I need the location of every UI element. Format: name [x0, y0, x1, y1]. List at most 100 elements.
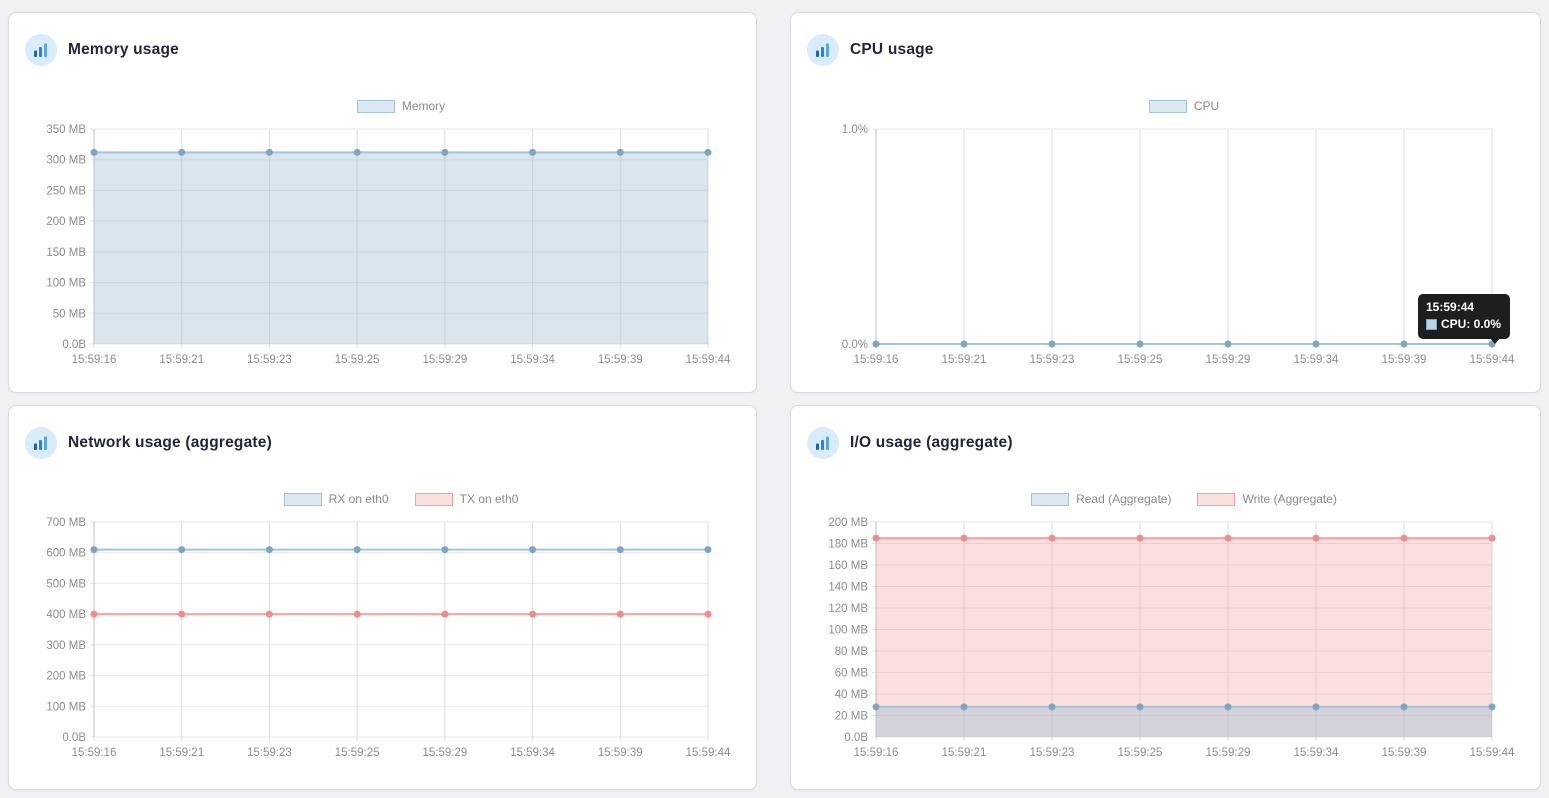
data-point[interactable]: [90, 148, 98, 156]
data-point[interactable]: [1312, 534, 1320, 542]
io-chart: Read (Aggregate) Write (Aggregate) 0.0B 20…: [791, 486, 1540, 767]
x-tick-label: 15:59:44: [686, 747, 731, 759]
x-tick-label: 15:59:25: [1118, 354, 1163, 366]
data-point[interactable]: [872, 340, 880, 348]
data-point[interactable]: [704, 610, 712, 618]
data-point[interactable]: [616, 610, 624, 618]
data-point[interactable]: [1400, 703, 1408, 711]
x-tick-label: 15:59:16: [854, 354, 899, 366]
data-point[interactable]: [441, 610, 449, 618]
data-point[interactable]: [960, 703, 968, 711]
y-tick-label: 140 MB: [828, 582, 868, 594]
bar-chart-icon: [25, 34, 57, 66]
data-point[interactable]: [1400, 534, 1408, 542]
legend-item[interactable]: CPU: [1148, 99, 1219, 113]
data-point[interactable]: [90, 546, 98, 554]
data-point[interactable]: [1224, 703, 1232, 711]
x-tick-label: 15:59:21: [159, 747, 204, 759]
data-point[interactable]: [1312, 703, 1320, 711]
data-point[interactable]: [1488, 703, 1496, 711]
data-point[interactable]: [1048, 703, 1056, 711]
io-chart-plot[interactable]: 0.0B 20 MB 40 MB 60 MB 80 MB 100 MB 120 MB 140 …: [791, 512, 1540, 767]
data-point[interactable]: [529, 546, 537, 554]
data-point[interactable]: [1136, 534, 1144, 542]
series-area: [876, 706, 1492, 737]
legend-item[interactable]: Write (Aggregate): [1197, 492, 1337, 506]
data-point[interactable]: [1048, 534, 1056, 542]
chart-legend: CPU: [876, 93, 1492, 119]
x-tick-label: 15:59:34: [510, 747, 555, 759]
data-point[interactable]: [960, 534, 968, 542]
legend-item[interactable]: RX on eth0: [283, 492, 389, 506]
y-tick-label: 80 MB: [835, 646, 869, 658]
data-point[interactable]: [90, 610, 98, 618]
data-point[interactable]: [616, 148, 624, 156]
data-point[interactable]: [178, 148, 186, 156]
chart-legend: Read (Aggregate) Write (Aggregate): [876, 486, 1492, 512]
data-point[interactable]: [441, 148, 449, 156]
y-tick-label: 0.0B: [62, 732, 86, 744]
data-point[interactable]: [1224, 534, 1232, 542]
y-tick-label: 100 MB: [828, 625, 868, 637]
data-point[interactable]: [704, 546, 712, 554]
data-point[interactable]: [1400, 340, 1408, 348]
data-point[interactable]: [616, 546, 624, 554]
legend-item[interactable]: Memory: [356, 99, 445, 113]
y-tick-label: 300 MB: [46, 155, 86, 167]
memory-chart-plot[interactable]: 0.0B 50 MB 100 MB 150 MB 200 MB 250 MB 300 MB 3…: [9, 119, 756, 374]
y-tick-label: 160 MB: [828, 560, 868, 572]
x-tick-label: 15:59:34: [510, 354, 555, 366]
legend-item[interactable]: Read (Aggregate): [1031, 492, 1171, 506]
data-point[interactable]: [265, 148, 273, 156]
data-point[interactable]: [1048, 340, 1056, 348]
cpu-chart: CPU 15:59:44 CPU: 0.0% 0.0% 1.0% 15:59:16 1…: [791, 93, 1540, 374]
legend-item[interactable]: TX on eth0: [414, 492, 519, 506]
data-point[interactable]: [1136, 340, 1144, 348]
legend-swatch: [1031, 492, 1070, 506]
data-point[interactable]: [265, 610, 273, 618]
data-point[interactable]: [529, 148, 537, 156]
tooltip-row: CPU: 0.0%: [1426, 316, 1501, 333]
data-point[interactable]: [529, 610, 537, 618]
data-point[interactable]: [353, 546, 361, 554]
data-point[interactable]: [1224, 340, 1232, 348]
x-tick-label: 15:59:21: [159, 354, 204, 366]
x-tick-label: 15:59:29: [1206, 354, 1251, 366]
network-usage-card: Network usage (aggregate) RX on eth0 TX o…: [8, 405, 757, 790]
data-point[interactable]: [872, 534, 880, 542]
cpu-chart-plot[interactable]: 15:59:44 CPU: 0.0% 0.0% 1.0% 15:59:16 15:59…: [791, 119, 1540, 374]
x-tick-label: 15:59:39: [598, 354, 643, 366]
data-point[interactable]: [1312, 340, 1320, 348]
data-point[interactable]: [178, 546, 186, 554]
data-point[interactable]: [353, 610, 361, 618]
data-point[interactable]: [178, 610, 186, 618]
data-point[interactable]: [1488, 534, 1496, 542]
data-point[interactable]: [960, 340, 968, 348]
x-tick-label: 15:59:16: [854, 747, 899, 759]
x-tick-label: 15:59:25: [1118, 747, 1163, 759]
data-point[interactable]: [872, 703, 880, 711]
legend-swatch: [414, 492, 453, 506]
bar-chart-icon: [25, 427, 57, 459]
card-header: Network usage (aggregate): [25, 427, 272, 459]
y-tick-label: 600 MB: [46, 548, 86, 560]
data-point[interactable]: [265, 546, 273, 554]
y-tick-label: 250 MB: [46, 185, 86, 197]
card-title: I/O usage (aggregate): [850, 434, 1013, 451]
y-tick-label: 0.0B: [844, 732, 868, 744]
card-title: Network usage (aggregate): [68, 434, 272, 451]
cpu-usage-card: CPU usage CPU 15:59:44 CPU: 0.0% 0.0% 1.0…: [790, 12, 1541, 393]
x-tick-label: 15:59:25: [335, 354, 380, 366]
x-tick-label: 15:59:16: [72, 747, 117, 759]
y-tick-label: 350 MB: [46, 124, 86, 136]
data-point[interactable]: [1136, 703, 1144, 711]
data-point[interactable]: [441, 546, 449, 554]
x-tick-label: 15:59:21: [942, 354, 987, 366]
data-point[interactable]: [704, 148, 712, 156]
series-area: [876, 538, 1492, 737]
legend-label: TX on eth0: [459, 492, 519, 506]
network-chart: RX on eth0 TX on eth0 0.0B 100 MB 200 MB 300…: [9, 486, 756, 767]
network-chart-plot[interactable]: 0.0B 100 MB 200 MB 300 MB 400 MB 500 MB 600 MB…: [9, 512, 756, 767]
data-point[interactable]: [353, 148, 361, 156]
x-tick-label: 15:59:44: [1470, 747, 1515, 759]
